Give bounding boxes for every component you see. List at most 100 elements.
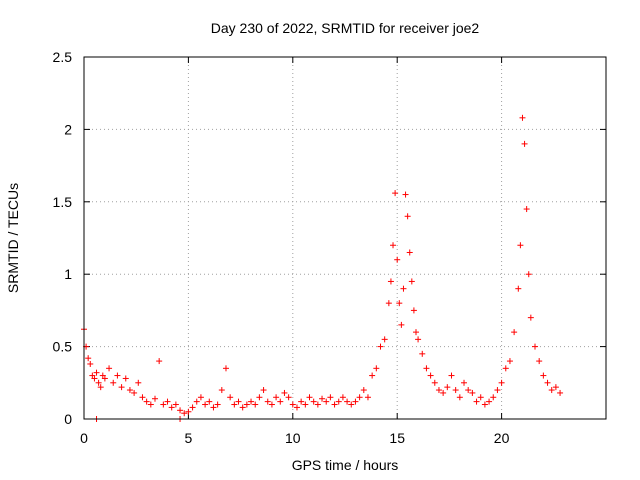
data-point	[293, 404, 300, 411]
data-point	[335, 398, 342, 405]
data-point	[306, 394, 313, 401]
y-tick-label: 1.5	[53, 194, 73, 210]
data-point	[373, 365, 380, 372]
data-point	[202, 401, 209, 408]
plot-frame	[83, 56, 607, 420]
data-point	[532, 343, 539, 350]
data-point	[398, 321, 405, 328]
x-tick-label: 20	[494, 430, 510, 446]
data-point	[469, 389, 476, 396]
data-point	[377, 343, 384, 350]
data-points	[81, 114, 564, 422]
data-point	[164, 398, 171, 405]
data-point	[281, 389, 288, 396]
data-point	[511, 329, 518, 336]
data-point	[369, 372, 376, 379]
data-point	[540, 372, 547, 379]
chart-title: Day 230 of 2022, SRMTID for receiver joe…	[211, 20, 480, 36]
data-point	[490, 394, 497, 401]
data-point	[277, 398, 284, 405]
data-point	[135, 379, 142, 386]
data-point	[519, 114, 526, 121]
data-point	[461, 379, 468, 386]
data-point	[392, 190, 399, 197]
data-point	[118, 384, 125, 391]
y-tick-label: 2	[64, 121, 72, 137]
y-tick-label: 2.5	[53, 49, 73, 65]
data-point	[314, 401, 321, 408]
data-point	[139, 394, 146, 401]
data-point	[431, 379, 438, 386]
data-point	[147, 401, 154, 408]
data-point	[400, 285, 407, 292]
data-point	[557, 389, 564, 396]
data-point	[227, 394, 234, 401]
data-point	[235, 398, 242, 405]
data-point	[352, 398, 359, 405]
data-point	[327, 394, 334, 401]
data-point	[218, 387, 225, 394]
data-point	[181, 410, 188, 417]
data-point	[214, 401, 221, 408]
data-point	[268, 401, 275, 408]
data-point	[172, 401, 179, 408]
data-point	[143, 398, 150, 405]
data-point	[548, 387, 555, 394]
data-point	[385, 300, 392, 307]
y-axis-label: SRMTID / TECUs	[5, 183, 21, 293]
data-point	[156, 358, 163, 365]
data-point	[390, 242, 397, 249]
data-point	[517, 242, 524, 249]
data-point	[189, 404, 196, 411]
data-point	[481, 401, 488, 408]
x-tick-label: 10	[285, 430, 301, 446]
data-point	[298, 398, 305, 405]
data-point	[114, 372, 121, 379]
data-point	[552, 384, 559, 391]
data-point	[344, 398, 351, 405]
data-point	[486, 398, 493, 405]
data-point	[525, 271, 532, 278]
data-point	[452, 387, 459, 394]
data-point	[185, 408, 192, 415]
data-point	[387, 278, 394, 285]
data-point	[394, 256, 401, 263]
data-point	[404, 213, 411, 220]
data-point	[85, 355, 92, 362]
data-point	[131, 389, 138, 396]
data-point	[419, 350, 426, 357]
data-point	[473, 398, 480, 405]
data-point	[440, 389, 447, 396]
data-point	[302, 401, 309, 408]
data-point	[408, 278, 415, 285]
data-point	[206, 398, 213, 405]
x-axis-label: GPS time / hours	[292, 457, 399, 473]
data-point	[456, 394, 463, 401]
data-point	[396, 300, 403, 307]
data-point	[364, 394, 371, 401]
data-point	[210, 404, 217, 411]
y-tick-label: 0.5	[53, 339, 73, 355]
data-point	[177, 407, 184, 414]
data-point	[97, 384, 104, 391]
data-point	[515, 285, 522, 292]
data-point	[231, 401, 238, 408]
data-point	[502, 365, 509, 372]
data-point	[289, 401, 296, 408]
x-tick-label: 5	[185, 430, 193, 446]
data-point	[406, 249, 413, 256]
y-tick-label: 1	[64, 266, 72, 282]
data-point	[402, 191, 409, 198]
data-point	[110, 379, 117, 386]
data-point	[410, 307, 417, 314]
data-point	[91, 375, 98, 382]
data-point	[122, 375, 129, 382]
data-point	[126, 387, 133, 394]
x-tick-label: 15	[389, 430, 405, 446]
data-point	[494, 387, 501, 394]
data-point	[536, 358, 543, 365]
data-point	[477, 394, 484, 401]
data-point	[523, 206, 530, 213]
data-point	[331, 401, 338, 408]
data-point	[423, 365, 430, 372]
